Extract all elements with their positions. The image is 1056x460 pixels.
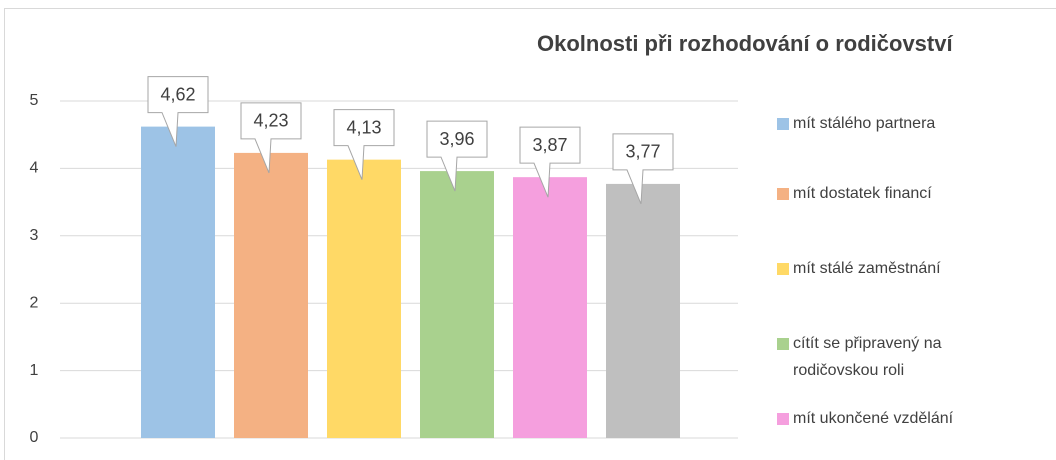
- y-tick-label: 2: [30, 294, 39, 311]
- y-tick-label: 0: [30, 429, 39, 446]
- bar: [606, 183, 680, 438]
- legend-swatch: [777, 263, 789, 275]
- data-label: 4,62: [160, 84, 195, 104]
- data-label-callout: [147, 76, 209, 147]
- data-label-callout: [240, 102, 302, 174]
- legend-swatch: [777, 118, 789, 130]
- y-tick-label: 5: [30, 92, 39, 109]
- data-label: 3,87: [532, 135, 567, 155]
- data-label: 3,77: [625, 142, 660, 162]
- legend-swatch: [777, 413, 789, 425]
- legend-item: cítít se připravený na rodičovskou roli: [777, 330, 1027, 384]
- legend-item: mít dostatek financí: [777, 180, 1027, 207]
- legend-swatch: [777, 338, 789, 350]
- bar: [420, 171, 494, 438]
- legend-label: mít stálé zaměstnání: [793, 260, 941, 277]
- legend-label: mít stálého partnera: [793, 115, 936, 132]
- data-label-callout: [333, 109, 395, 180]
- data-label-callout: [426, 120, 488, 192]
- chart-title: Okolnosti při rozhodování o rodičovství: [537, 31, 953, 56]
- data-label: 4,13: [346, 117, 381, 137]
- data-label: 4,23: [253, 111, 288, 131]
- y-tick-label: 3: [30, 227, 39, 244]
- legend-item: mít ukončené vzdělání: [777, 405, 1027, 432]
- bar: [513, 177, 587, 439]
- y-tick-label: 4: [30, 160, 39, 177]
- chart-border: [4, 8, 1056, 460]
- data-label: 3,96: [439, 129, 474, 149]
- legend-item: mít stálé zaměstnání: [777, 255, 1027, 282]
- data-label-callout: [519, 126, 581, 198]
- legend-label: cítít se připravený na rodičovskou roli: [793, 335, 942, 379]
- legend-label: mít dostatek financí: [793, 185, 932, 202]
- bar: [327, 159, 401, 438]
- legend-label: mít ukončené vzdělání: [793, 410, 954, 427]
- bar: [234, 152, 308, 438]
- y-tick-label: 1: [30, 362, 39, 379]
- bar: [141, 126, 215, 438]
- legend-swatch: [777, 188, 789, 200]
- legend-item: mít stálého partnera: [777, 110, 1027, 137]
- data-label-callout: [612, 133, 674, 205]
